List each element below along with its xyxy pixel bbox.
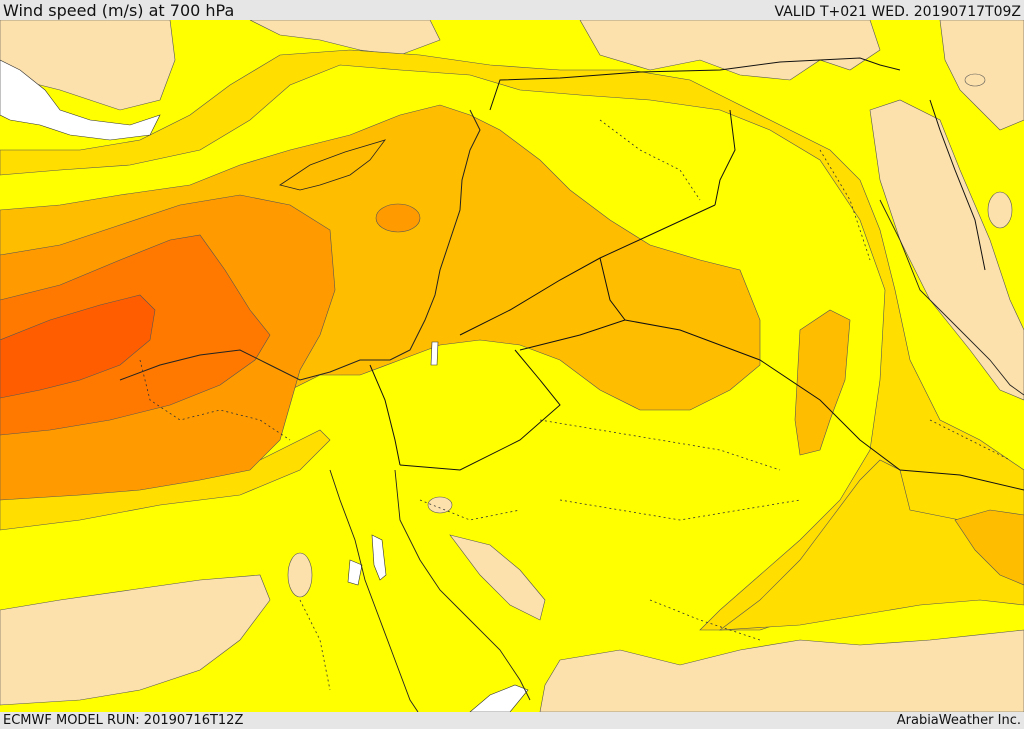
- aegean-water: [0, 59, 161, 141]
- low-wind-iran: [939, 20, 1024, 131]
- map-svg: [0, 20, 1024, 712]
- dead-sea: [430, 341, 439, 366]
- credit: ArabiaWeather Inc.: [896, 713, 1021, 728]
- wind-band-amber-east: [794, 309, 851, 456]
- low-wind-patch-3: [964, 73, 986, 87]
- wind-patch-orange-levant: [375, 203, 421, 233]
- wind-core-red-orange: [0, 294, 156, 399]
- gulf-of-suez: [347, 559, 363, 586]
- persian-gulf-coast: [879, 199, 1024, 396]
- bottom-bar: ECMWF MODEL RUN: 20190716T12Z ArabiaWeat…: [0, 712, 1024, 729]
- low-wind-northeast: [579, 20, 881, 81]
- med-coastline: [119, 109, 481, 381]
- cyprus-outline: [279, 139, 387, 191]
- low-wind-south: [539, 629, 1024, 712]
- low-wind-patch-2: [427, 496, 453, 514]
- admin-boundaries: [139, 119, 1011, 691]
- gulf-of-aqaba: [371, 534, 387, 581]
- valid-time: VALID T+021 WED. 20190717T09Z: [774, 4, 1021, 20]
- low-wind-patch-4: [987, 191, 1013, 229]
- model-run: ECMWF MODEL RUN: 20190716T12Z: [3, 713, 244, 728]
- country-borders: [369, 57, 1024, 491]
- low-wind-hijaz: [449, 534, 546, 621]
- red-sea-water: [469, 684, 529, 712]
- map-title: Wind speed (m/s) at 700 hPa: [3, 1, 235, 20]
- low-wind-nile: [0, 574, 271, 706]
- red-sea-coast-west: [329, 469, 419, 712]
- wind-speed-map: [0, 20, 1024, 712]
- low-wind-zagros: [869, 99, 1024, 401]
- red-sea-coast-east: [394, 469, 531, 701]
- wind-band-amber-southeast: [954, 509, 1024, 586]
- low-wind-patch-1: [287, 552, 313, 598]
- top-bar: Wind speed (m/s) at 700 hPa VALID T+021 …: [0, 0, 1024, 20]
